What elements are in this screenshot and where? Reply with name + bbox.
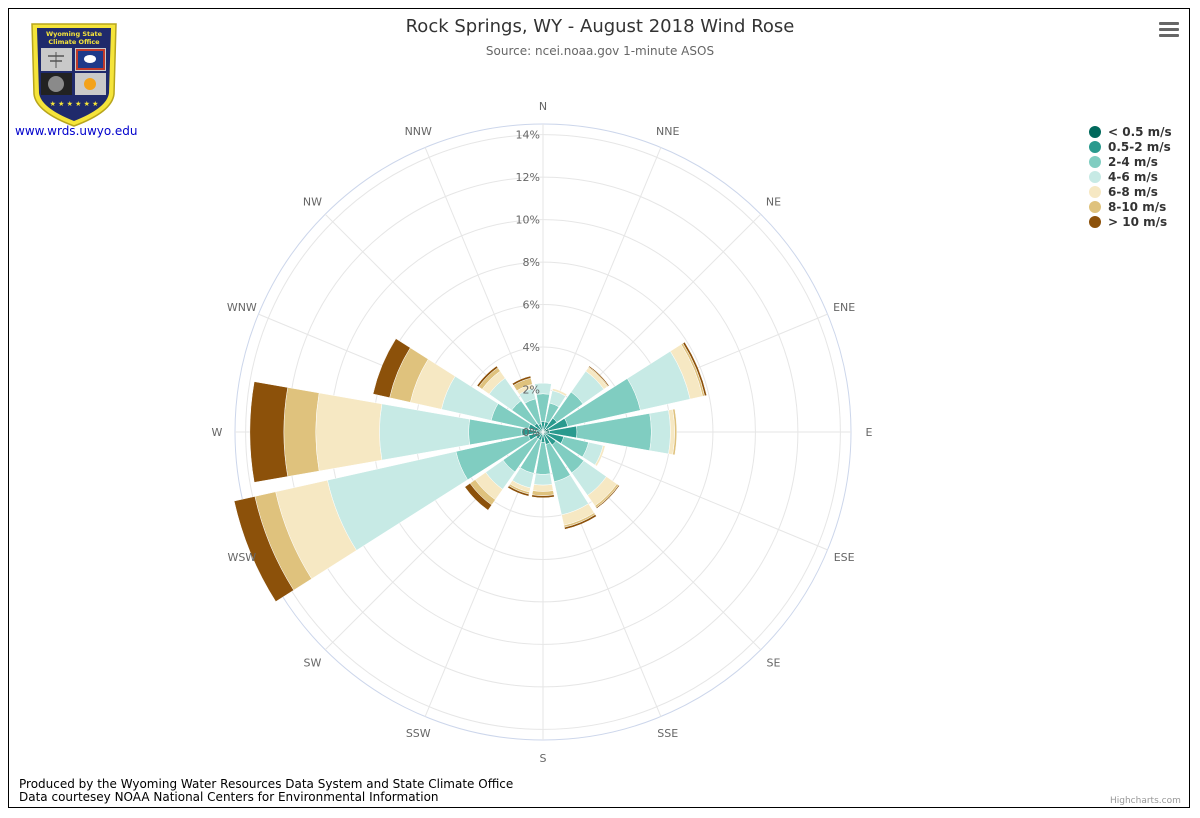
- website-link[interactable]: www.wrds.uwyo.edu: [15, 124, 138, 138]
- legend-item[interactable]: > 10 m/s: [1089, 214, 1172, 229]
- chart-subtitle: Source: ncei.noaa.gov 1-minute ASOS: [485, 44, 715, 58]
- chart-frame: [8, 8, 1190, 808]
- rose-bar-s: [531, 494, 555, 499]
- climate-office-logo: Wyoming State Climate Office ★ ★ ★ ★ ★ ★: [31, 23, 117, 127]
- rose-bar-w: [283, 387, 320, 477]
- rose-bar-se: [595, 484, 620, 509]
- direction-label: ENE: [833, 301, 855, 314]
- rose-bar-ene: [682, 341, 708, 397]
- legend: < 0.5 m/s 0.5-2 m/s 2-4 m/s 4-6 m/s 6-8 m/s 8…: [1089, 124, 1172, 229]
- rose-bar-nne: [551, 388, 568, 397]
- direction-label: NE: [766, 195, 781, 208]
- legend-label: 2-4 m/s: [1108, 154, 1158, 169]
- rose-bar-e: [649, 409, 671, 455]
- legend-label: 6-8 m/s: [1108, 184, 1158, 199]
- highcharts-credit-link[interactable]: Highcharts.com: [1110, 796, 1181, 806]
- legend-label: 4-6 m/s: [1108, 169, 1158, 184]
- rose-bar-ssw: [507, 485, 530, 497]
- legend-dot-icon: [1089, 155, 1101, 168]
- rose-bar-ne: [588, 365, 610, 387]
- radial-tick-label: 8%: [523, 256, 540, 269]
- radial-tick-label: 14%: [516, 129, 540, 142]
- rose-bar-wsw: [233, 496, 295, 602]
- footer-credits: Produced by the Wyoming Water Resources …: [19, 778, 513, 804]
- wind-rose-bars: [233, 338, 708, 602]
- legend-label: < 0.5 m/s: [1108, 124, 1172, 139]
- legend-item[interactable]: 2-4 m/s: [1089, 154, 1172, 169]
- direction-label: WSW: [227, 551, 256, 564]
- rose-bar-s: [531, 490, 555, 496]
- legend-label: 0.5-2 m/s: [1108, 139, 1171, 154]
- rose-bar-ese: [594, 445, 606, 467]
- legend-item[interactable]: 8-10 m/s: [1089, 199, 1172, 214]
- direction-label: NNE: [656, 125, 679, 138]
- direction-label: SW: [304, 657, 322, 670]
- direction-label: E: [866, 426, 873, 439]
- radial-tick-label: 2%: [523, 384, 540, 397]
- legend-dot-icon: [1089, 215, 1101, 228]
- direction-label: S: [540, 752, 547, 765]
- rose-bar-wsw: [327, 451, 469, 551]
- rose-bar-w: [249, 381, 289, 483]
- direction-label: ESE: [834, 551, 855, 564]
- legend-label: 8-10 m/s: [1108, 199, 1167, 214]
- rose-bar-sse: [564, 514, 597, 530]
- legend-label: > 10 m/s: [1108, 214, 1168, 229]
- rose-bar-s: [532, 484, 554, 492]
- legend-dot-icon: [1089, 200, 1101, 213]
- rose-bar-e: [672, 408, 677, 456]
- radial-tick-label: 12%: [516, 171, 540, 184]
- radial-tick-label: 6%: [523, 299, 540, 312]
- svg-text:★ ★ ★ ★ ★ ★: ★ ★ ★ ★ ★ ★: [50, 100, 99, 108]
- grid-spoke: [542, 147, 662, 433]
- direction-label: N: [539, 100, 547, 113]
- radial-tick-label: 0%: [523, 426, 540, 439]
- legend-item[interactable]: 6-8 m/s: [1089, 184, 1172, 199]
- legend-item[interactable]: 0.5-2 m/s: [1089, 139, 1172, 154]
- hamburger-menu-icon[interactable]: [1159, 22, 1179, 38]
- legend-dot-icon: [1089, 140, 1101, 153]
- legend-item[interactable]: 4-6 m/s: [1089, 169, 1172, 184]
- legend-item[interactable]: < 0.5 m/s: [1089, 124, 1172, 139]
- radial-tick-label: 10%: [516, 214, 540, 227]
- rose-bar-nnw: [511, 375, 532, 386]
- radial-tick-label: 4%: [523, 341, 540, 354]
- direction-labels: N NNE NE ENE E ESE SE SSE S SSW SW WSW W WNW NW NNW: [212, 100, 873, 765]
- radial-tick-labels: 0% 2% 4% 6% 8% 10% 12% 14%: [516, 129, 540, 439]
- legend-dot-icon: [1089, 185, 1101, 198]
- direction-label: SE: [767, 657, 781, 670]
- direction-label: SSE: [657, 727, 678, 740]
- footer-line-2: Data courtesey NOAA National Centers for…: [19, 790, 439, 804]
- direction-label: NW: [303, 195, 322, 208]
- rose-bar-nw: [476, 365, 499, 388]
- direction-label: WNW: [227, 301, 257, 314]
- logo-banner-line1: Wyoming State: [46, 30, 103, 38]
- rose-bar-n: [534, 382, 552, 395]
- chart-title: Rock Springs, WY - August 2018 Wind Rose: [405, 16, 795, 37]
- rose-bar-sw: [464, 482, 493, 511]
- rose-bar-wnw: [372, 338, 411, 399]
- direction-label: NNW: [405, 125, 432, 138]
- direction-label: SSW: [406, 727, 431, 740]
- logo-banner-line2: Climate Office: [48, 38, 100, 46]
- legend-dot-icon: [1089, 125, 1101, 138]
- legend-dot-icon: [1089, 170, 1101, 183]
- footer-line-1: Produced by the Wyoming Water Resources …: [19, 777, 514, 791]
- rose-bar-w: [315, 392, 383, 472]
- direction-label: W: [212, 426, 223, 439]
- rose-bar-s: [533, 473, 553, 486]
